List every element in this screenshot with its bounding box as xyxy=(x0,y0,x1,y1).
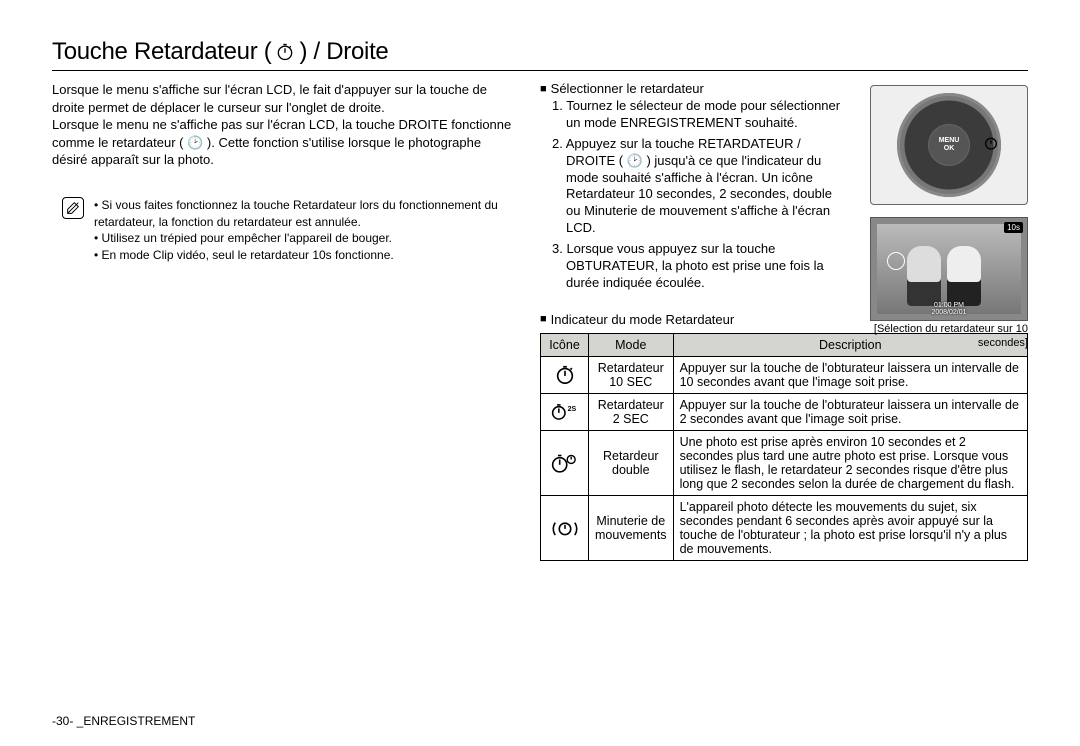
step-item: 3. Lorsque vous appuyez sur la touche OB… xyxy=(552,241,842,292)
preview-date: 2008/02/01 xyxy=(871,309,1027,316)
timer-motion-icon xyxy=(550,517,580,539)
timer-icon xyxy=(275,42,295,62)
square-bullet-icon: ■ xyxy=(540,83,547,95)
page-footer: -30- _ENREGISTREMENT xyxy=(52,714,195,728)
timer-10s-icon xyxy=(554,364,576,386)
person-silhouette-icon xyxy=(907,246,941,306)
preview-timer-ring-icon xyxy=(887,252,905,270)
note-item: Si vous faites fonctionnez la touche Ret… xyxy=(94,197,512,231)
th-icon: Icône xyxy=(541,333,589,356)
square-bullet-icon: ■ xyxy=(540,313,547,325)
note-list: Si vous faites fonctionnez la touche Ret… xyxy=(94,197,512,264)
cell-desc: Une photo est prise après environ 10 sec… xyxy=(673,430,1027,495)
note-item: Utilisez un trépied pour empêcher l'appa… xyxy=(94,230,512,247)
select-steps: 1. Tournez le sélecteur de mode pour sél… xyxy=(552,98,842,292)
cell-desc: Appuyer sur la touche de l'obturateur la… xyxy=(673,356,1027,393)
cell-icon xyxy=(541,495,589,560)
timer-icon xyxy=(983,135,999,151)
cell-icon xyxy=(541,430,589,495)
th-mode: Mode xyxy=(589,333,674,356)
intro-text: Lorsque le menu s'affiche sur l'écran LC… xyxy=(52,81,512,169)
timer-2s-icon: 2S xyxy=(550,401,580,423)
select-heading-text: Sélectionner le retardateur xyxy=(551,81,704,96)
cell-mode: Retardeur double xyxy=(589,430,674,495)
cell-mode: Retardateur 2 SEC xyxy=(589,393,674,430)
preview-time: 01:00 PM xyxy=(871,302,1027,309)
table-row: Minuterie de mouvements L'appareil photo… xyxy=(541,495,1028,560)
cell-icon xyxy=(541,356,589,393)
lcd-preview-image: 10s 01:00 PM 2008/02/01 xyxy=(870,217,1028,321)
table-row: 2S Retardateur 2 SEC Appuyer sur la touc… xyxy=(541,393,1028,430)
cell-desc: Appuyer sur la touche de l'obturateur la… xyxy=(673,393,1027,430)
mode-dial-image: MENU OK xyxy=(870,85,1028,205)
dial-menu-label: MENU xyxy=(939,137,960,145)
dial-ok-label: OK xyxy=(944,145,955,153)
title-bar: Touche Retardateur ( ) / Droite xyxy=(52,38,1028,71)
person-silhouette-icon xyxy=(947,246,981,306)
indicator-table: Icône Mode Description Retardateur 10 SE… xyxy=(540,333,1028,561)
table-row: Retardateur 10 SEC Appuyer sur la touche… xyxy=(541,356,1028,393)
indicator-heading-text: Indicateur du mode Retardateur xyxy=(551,312,735,327)
note-box: Si vous faites fonctionnez la touche Ret… xyxy=(62,197,512,264)
cell-icon: 2S xyxy=(541,393,589,430)
cell-mode: Minuterie de mouvements xyxy=(589,495,674,560)
title-suffix: ) / Droite xyxy=(299,38,388,66)
title-prefix: Touche Retardateur ( xyxy=(52,38,271,66)
timer-badge: 10s xyxy=(1004,222,1023,233)
step-item: 1. Tournez le sélecteur de mode pour sél… xyxy=(552,98,842,132)
table-row: Retardeur double Une photo est prise apr… xyxy=(541,430,1028,495)
svg-text:2S: 2S xyxy=(567,406,576,413)
page-title: Touche Retardateur ( ) / Droite xyxy=(52,38,1028,66)
note-item: En mode Clip vidéo, seul le retardateur … xyxy=(94,247,512,264)
note-icon xyxy=(62,197,84,219)
cell-desc: L'appareil photo détecte les mouvements … xyxy=(673,495,1027,560)
timer-double-icon xyxy=(550,452,580,474)
preview-caption: [Sélection du retardateur sur 10 seconde… xyxy=(870,323,1028,351)
step-item: 2. Appuyez sur la touche RETARDATEUR / D… xyxy=(552,136,842,237)
cell-mode: Retardateur 10 SEC xyxy=(589,356,674,393)
